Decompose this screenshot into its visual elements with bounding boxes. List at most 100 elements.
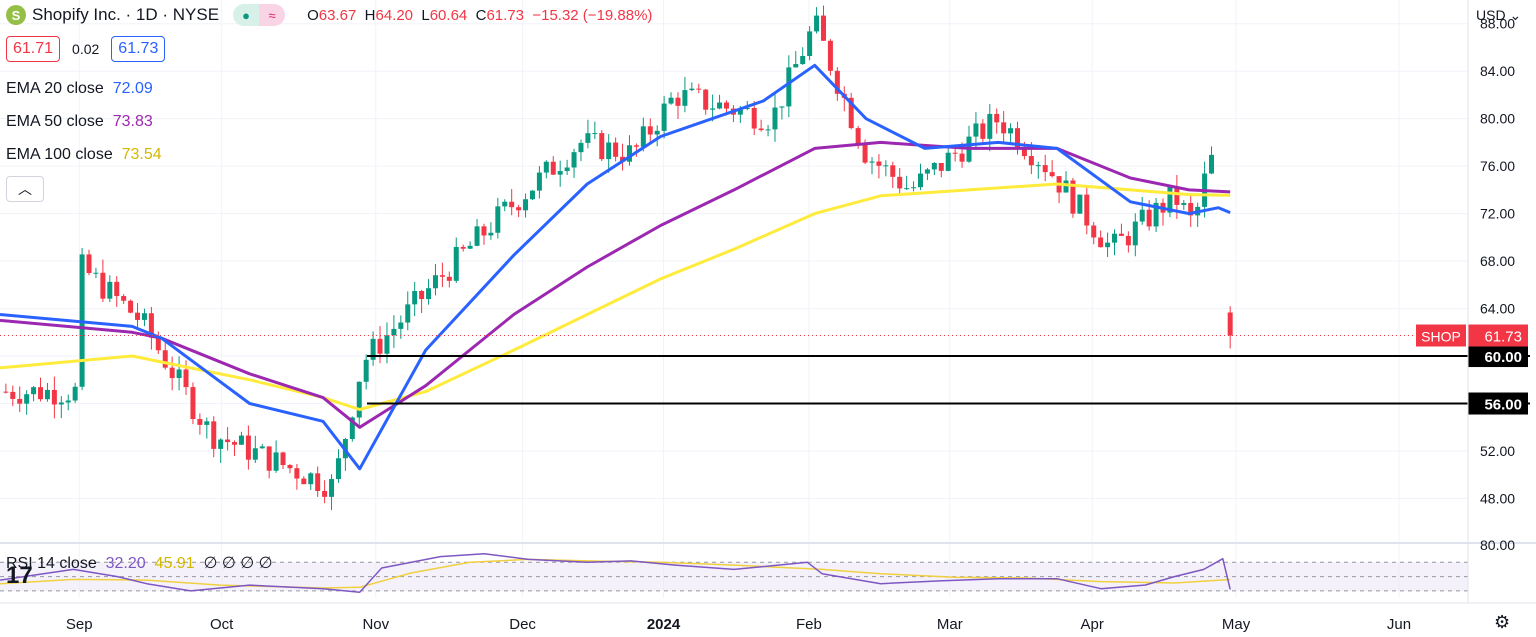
- candle-body: [543, 161, 549, 173]
- price-tick-label: 52.00: [1480, 443, 1515, 459]
- candle-body: [308, 473, 314, 485]
- candle-body: [661, 103, 667, 131]
- candle-body: [24, 394, 30, 404]
- horizontal-levels: 60.00 56.00: [367, 345, 1530, 415]
- symbol-tag: [1416, 324, 1466, 347]
- rsi-legend[interactable]: RSI 14 close 32.20 45.91 ∅ ∅ ∅ ∅: [6, 555, 273, 572]
- candle-body: [38, 387, 44, 400]
- candle-body: [820, 15, 826, 41]
- time-tick-label: Sep: [66, 616, 93, 633]
- wave-icon[interactable]: ≈: [259, 4, 286, 26]
- ema50-line: [0, 140, 1231, 429]
- candle-body: [446, 276, 452, 281]
- candle-body: [529, 190, 535, 200]
- candle-body: [204, 421, 210, 425]
- candle-body: [578, 142, 584, 153]
- candle-body: [502, 201, 508, 207]
- candle-body: [654, 130, 660, 135]
- candle-body: [814, 15, 820, 32]
- price-tick-label: 76.00: [1480, 158, 1515, 174]
- candle-body: [481, 226, 487, 236]
- candle-body: [363, 359, 369, 382]
- candle-body: [1167, 186, 1173, 213]
- ema100-line: [0, 182, 1231, 411]
- candle-body: [10, 391, 16, 399]
- candle-body: [1021, 149, 1027, 157]
- price-tick-label: 72.00: [1480, 206, 1515, 222]
- candle-body: [640, 126, 646, 147]
- candle-body: [585, 133, 591, 143]
- candle-body: [183, 369, 189, 388]
- last-price-tag: [1468, 324, 1528, 347]
- time-tick-label: May: [1222, 616, 1251, 633]
- candle-body: [737, 108, 743, 115]
- candle-body: [169, 367, 175, 379]
- candle-body: [592, 133, 598, 135]
- candle-body: [1139, 209, 1145, 222]
- candle-body: [72, 386, 78, 401]
- candle-body: [225, 439, 231, 443]
- candle-body: [31, 387, 37, 395]
- candle-body: [1125, 235, 1131, 246]
- candle-body: [1181, 203, 1187, 205]
- candle-body: [329, 479, 335, 497]
- candle-body: [17, 398, 23, 404]
- candle-body: [786, 67, 792, 107]
- candles: [3, 5, 1233, 511]
- candle-body: [931, 163, 937, 170]
- candle-body: [155, 337, 161, 351]
- candle-body: [148, 313, 154, 338]
- candle-body: [904, 188, 910, 190]
- time-tick-label: 2024: [647, 616, 681, 633]
- candle-body: [626, 145, 632, 162]
- ema20-legend[interactable]: EMA 20 close 72.09: [6, 80, 153, 97]
- candle-body: [1028, 156, 1034, 166]
- status-pill[interactable]: ● ≈: [233, 4, 286, 26]
- price-tick-label: 64.00: [1480, 301, 1515, 317]
- price-tick-label: 80.00: [1480, 111, 1515, 127]
- market-status-icon[interactable]: ●: [233, 4, 260, 26]
- candle-body: [890, 165, 896, 177]
- buy-price-box[interactable]: 61.73: [111, 36, 166, 62]
- ema100-legend[interactable]: EMA 100 close 73.54: [6, 146, 162, 163]
- candle-body: [1132, 221, 1138, 246]
- candle-body: [758, 128, 764, 131]
- candle-body: [349, 417, 355, 440]
- candle-body: [675, 97, 681, 106]
- candle-body: [245, 435, 251, 460]
- candle-body: [980, 123, 986, 139]
- candle-body: [100, 272, 106, 299]
- currency-selector[interactable]: USD ⌄: [1476, 6, 1522, 24]
- candle-body: [876, 161, 882, 166]
- candle-body: [938, 163, 944, 171]
- time-tick-label: Jun: [1387, 616, 1411, 633]
- candle-body: [44, 389, 50, 400]
- collapse-legend-button[interactable]: ︿: [6, 176, 44, 202]
- candle-body: [190, 387, 196, 420]
- candle-body: [197, 419, 203, 425]
- candle-body: [93, 272, 99, 274]
- candle-body: [495, 206, 501, 233]
- candle-body: [689, 88, 695, 91]
- candle-body: [959, 153, 965, 162]
- candle-body: [599, 133, 605, 160]
- candle-body: [862, 144, 868, 163]
- ema50-legend[interactable]: EMA 50 close 73.83: [6, 113, 153, 130]
- symbol-title[interactable]: Shopify Inc. · 1D · NYSE: [32, 5, 220, 24]
- candle-body: [1118, 233, 1124, 236]
- gear-icon[interactable]: ⚙: [1494, 612, 1511, 632]
- candle-body: [439, 275, 445, 277]
- candle-body: [86, 254, 92, 274]
- candle-body: [322, 490, 328, 497]
- candle-body: [370, 338, 376, 360]
- candle-body: [114, 281, 120, 297]
- chevron-down-icon: ⌄: [1509, 6, 1522, 23]
- candle-body: [460, 246, 466, 249]
- sell-price-box[interactable]: 61.71: [6, 36, 61, 62]
- time-tick-label: Oct: [210, 616, 234, 633]
- symbol-tag-label: SHOP: [1421, 329, 1461, 345]
- candle-body: [1209, 154, 1215, 174]
- rsi-pane: [0, 542, 1536, 594]
